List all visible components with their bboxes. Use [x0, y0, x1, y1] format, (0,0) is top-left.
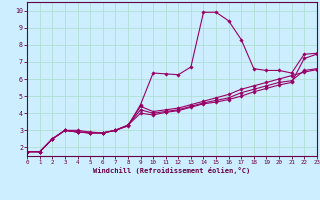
X-axis label: Windchill (Refroidissement éolien,°C): Windchill (Refroidissement éolien,°C)	[93, 167, 251, 174]
